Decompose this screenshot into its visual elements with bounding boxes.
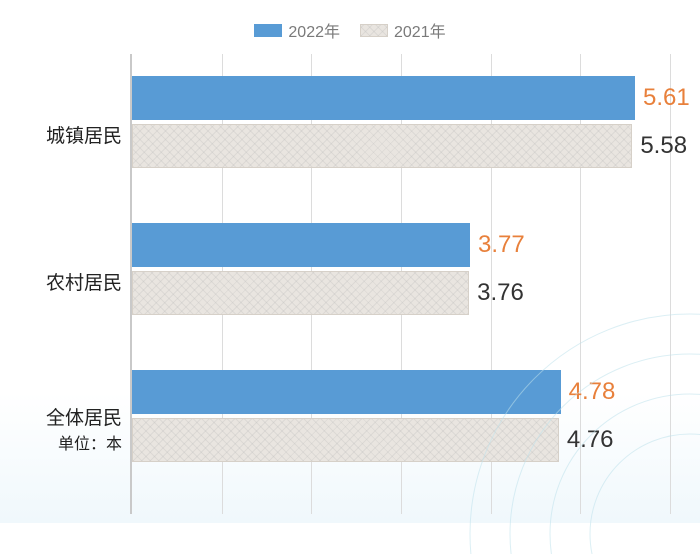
legend: 2022年 2021年 (30, 10, 670, 54)
value-label-2022: 3.77 (478, 231, 525, 259)
bar-group: 全体居民单位：本4.784.76 (132, 366, 670, 496)
value-label-2022: 5.61 (643, 84, 690, 112)
value-label-2021: 4.76 (567, 426, 614, 454)
category-label: 全体居民单位：本 (32, 404, 122, 457)
legend-item-2022: 2022年 (254, 18, 340, 42)
bar-row-2021: 4.76 (132, 418, 670, 462)
category-label: 城镇居民 (32, 123, 122, 152)
chart-container: 2022年 2021年 城镇居民5.615.58农村居民3.773.76全体居民… (0, 0, 700, 523)
category-label: 农村居民 (32, 270, 122, 299)
bar-row-2022: 4.78 (132, 370, 670, 414)
bar-group: 农村居民3.773.76 (132, 219, 670, 349)
value-label-2021: 5.58 (640, 132, 687, 160)
bar-2022 (132, 370, 561, 414)
bar-2021 (132, 271, 469, 315)
bar-2022 (132, 76, 635, 120)
plot-area: 城镇居民5.615.58农村居民3.773.76全体居民单位：本4.784.76 (130, 54, 670, 514)
legend-swatch-2022 (254, 24, 282, 37)
value-label-2022: 4.78 (569, 378, 616, 406)
bar-2021 (132, 124, 632, 168)
bar-row-2021: 3.76 (132, 271, 670, 315)
legend-swatch-2021 (360, 24, 388, 37)
bar-groups: 城镇居民5.615.58农村居民3.773.76全体居民单位：本4.784.76 (132, 54, 670, 514)
bar-row-2022: 5.61 (132, 76, 670, 120)
legend-label-2021: 2021年 (394, 18, 446, 42)
value-label-2021: 3.76 (477, 279, 524, 307)
bar-row-2022: 3.77 (132, 223, 670, 267)
legend-item-2021: 2021年 (360, 18, 446, 42)
bar-2022 (132, 223, 470, 267)
bar-group: 城镇居民5.615.58 (132, 72, 670, 202)
gridline (670, 54, 671, 514)
category-sublabel: 单位：本 (32, 433, 122, 457)
legend-label-2022: 2022年 (288, 18, 340, 42)
bar-row-2021: 5.58 (132, 124, 670, 168)
bar-2021 (132, 418, 559, 462)
